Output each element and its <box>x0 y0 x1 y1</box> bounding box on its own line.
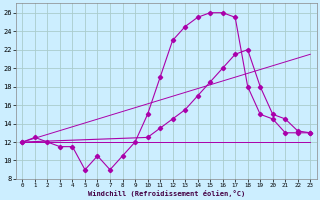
X-axis label: Windchill (Refroidissement éolien,°C): Windchill (Refroidissement éolien,°C) <box>88 190 245 197</box>
